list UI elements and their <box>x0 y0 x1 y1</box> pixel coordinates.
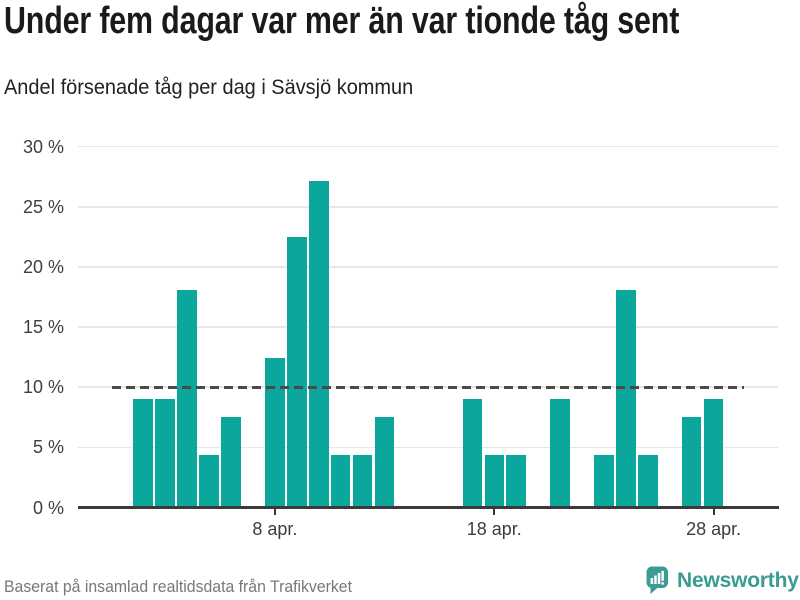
gridline-5 <box>78 446 778 449</box>
x-tick-8 <box>273 508 276 516</box>
x-axis-label-8: 8 apr. <box>252 519 298 539</box>
bar-28apr <box>703 399 724 508</box>
bar-2apr <box>133 399 153 508</box>
bar-9apr <box>287 236 307 508</box>
bar-12apr <box>352 454 373 508</box>
bar-11apr <box>330 454 351 508</box>
y-axis-label-25: 25 % <box>22 196 64 217</box>
y-axis-label-5: 5 % <box>32 437 64 458</box>
chart-title: Under fem dagar var mer än var tionde tå… <box>4 0 680 42</box>
x-tick-18 <box>493 508 496 516</box>
bar-23apr <box>594 454 614 508</box>
gridline-20 <box>78 266 778 268</box>
y-axis-label-10: 10 % <box>22 377 64 398</box>
bar-19apr <box>506 454 526 508</box>
y-axis-label-0: 0 % <box>32 497 64 518</box>
bar-27apr <box>681 417 702 508</box>
y-axis-label-15: 15 % <box>22 317 64 338</box>
x-axis-label-28: 28 apr. <box>686 519 742 539</box>
x-axis-line <box>77 506 779 509</box>
bar-8apr <box>265 358 285 508</box>
reference-line-10pct <box>112 385 744 389</box>
bar-4apr <box>177 289 197 508</box>
bar-6apr <box>221 417 241 508</box>
y-axis-label-20: 20 % <box>22 256 64 277</box>
bar-21apr <box>550 399 570 508</box>
newsworthy-logo-text: Newsworthy <box>677 569 799 592</box>
bar-3apr <box>155 399 175 508</box>
source-note: Baserat på insamlad realtidsdata från Tr… <box>4 577 352 596</box>
bar-13apr <box>374 417 395 508</box>
gridline-30 <box>78 145 778 148</box>
bar-5apr <box>199 454 219 508</box>
bar-10apr <box>309 181 329 508</box>
y-axis-label-30: 30 % <box>22 136 64 157</box>
x-tick-28 <box>712 508 715 516</box>
bar-25apr <box>638 454 658 508</box>
newsworthy-logo: Newsworthy <box>646 566 799 600</box>
gridline-15 <box>78 326 778 328</box>
bar-18apr <box>484 454 505 508</box>
bar-24apr <box>616 289 636 508</box>
x-axis-label-18: 18 apr. <box>466 519 522 539</box>
newsworthy-logo-icon <box>646 566 669 600</box>
bar-17apr <box>462 399 483 508</box>
gridline-25 <box>78 206 778 208</box>
chart-subtitle: Andel försenade tåg per dag i Sävsjö kom… <box>4 76 414 99</box>
